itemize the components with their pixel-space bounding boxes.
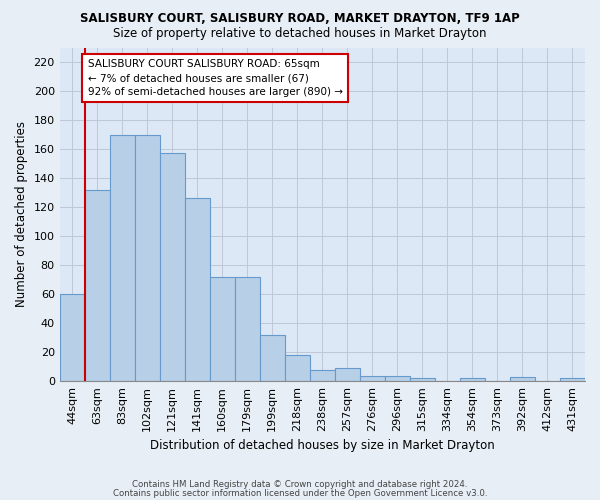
Text: Size of property relative to detached houses in Market Drayton: Size of property relative to detached ho… — [113, 28, 487, 40]
Text: SALISBURY COURT SALISBURY ROAD: 65sqm
← 7% of detached houses are smaller (67)
9: SALISBURY COURT SALISBURY ROAD: 65sqm ← … — [88, 59, 343, 97]
Bar — [560, 378, 585, 382]
Bar — [235, 277, 260, 382]
Text: Contains public sector information licensed under the Open Government Licence v3: Contains public sector information licen… — [113, 488, 487, 498]
Bar — [460, 378, 485, 382]
Bar — [310, 370, 335, 382]
Bar — [160, 154, 185, 382]
Bar — [135, 134, 160, 382]
Bar — [385, 376, 410, 382]
Bar — [59, 294, 85, 382]
Bar — [210, 277, 235, 382]
Bar — [185, 198, 210, 382]
Bar — [360, 376, 385, 382]
Bar — [285, 355, 310, 382]
Text: SALISBURY COURT, SALISBURY ROAD, MARKET DRAYTON, TF9 1AP: SALISBURY COURT, SALISBURY ROAD, MARKET … — [80, 12, 520, 26]
X-axis label: Distribution of detached houses by size in Market Drayton: Distribution of detached houses by size … — [150, 440, 495, 452]
Bar — [110, 134, 135, 382]
Bar — [260, 335, 285, 382]
Bar — [410, 378, 435, 382]
Bar — [510, 377, 535, 382]
Y-axis label: Number of detached properties: Number of detached properties — [15, 122, 28, 308]
Bar — [85, 190, 110, 382]
Bar — [335, 368, 360, 382]
Text: Contains HM Land Registry data © Crown copyright and database right 2024.: Contains HM Land Registry data © Crown c… — [132, 480, 468, 489]
